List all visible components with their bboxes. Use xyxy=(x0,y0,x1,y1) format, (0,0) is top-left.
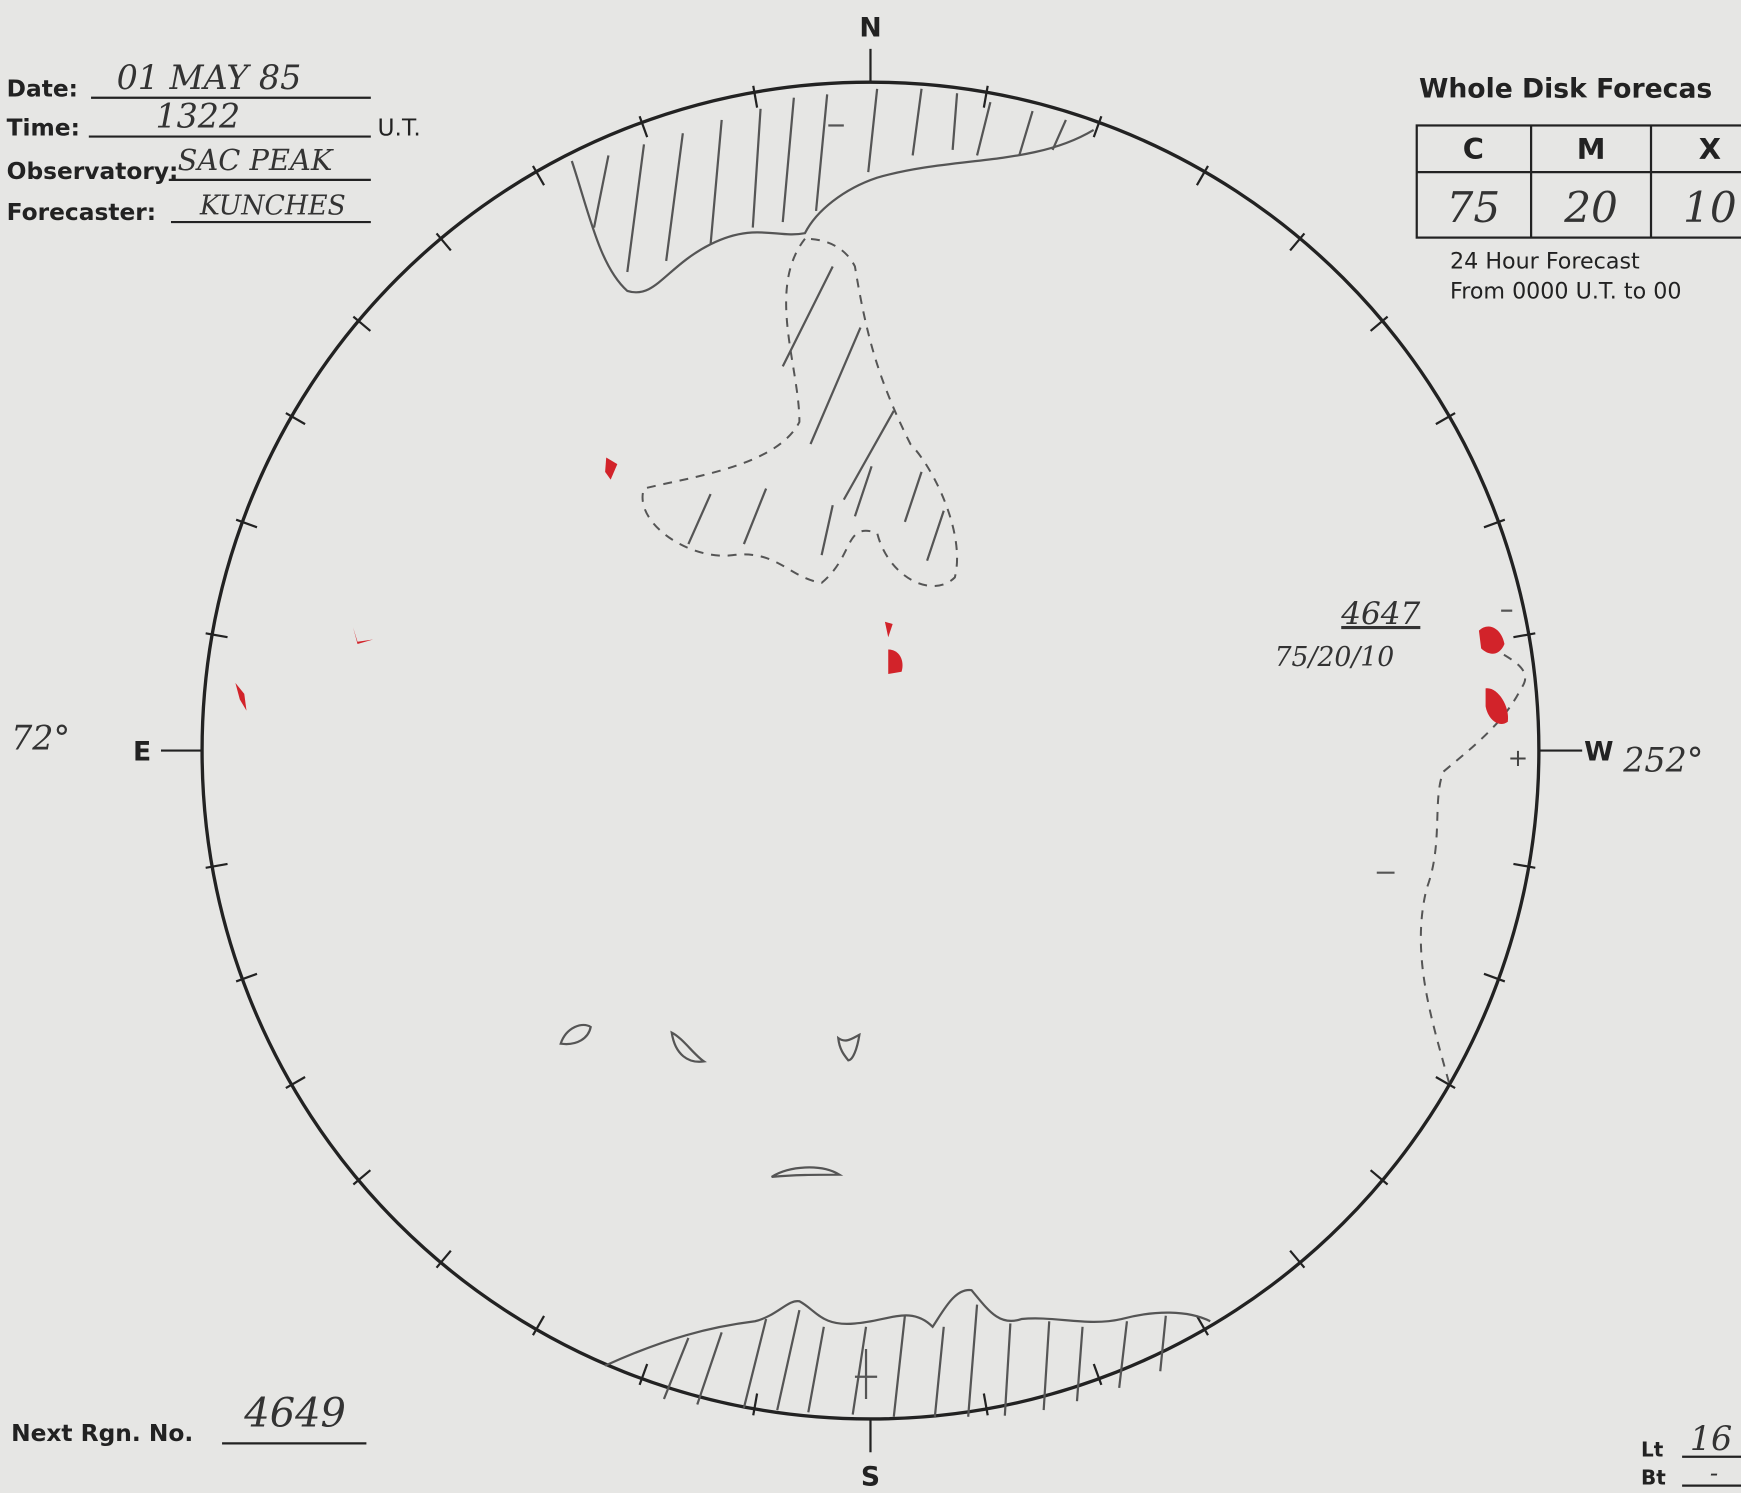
disk-tick xyxy=(753,86,757,108)
table-value: 75 xyxy=(1447,183,1501,232)
bt-label: Bt xyxy=(1641,1465,1666,1489)
time-label: Time: xyxy=(7,114,80,141)
south-label: S xyxy=(861,1462,880,1493)
observatory-value: SAC PEAK xyxy=(178,143,334,177)
disk-tick xyxy=(984,86,988,108)
time-unit: U.T. xyxy=(378,114,421,141)
table-header: M xyxy=(1577,132,1606,166)
north-label: N xyxy=(859,13,881,44)
east-label: E xyxy=(133,737,151,768)
disk-tick xyxy=(206,864,228,868)
disk-tick xyxy=(1513,864,1535,868)
coronal-hole-boundary xyxy=(643,239,958,586)
bt-value: - xyxy=(1710,1458,1718,1487)
west-longitude: 252° xyxy=(1622,741,1703,780)
forecast-note: From 0000 U.T. to 00 xyxy=(1450,279,1681,305)
date-value: 01 MAY 85 xyxy=(117,58,302,97)
forecaster-value: KUNCHES xyxy=(199,190,346,221)
disk-tick xyxy=(1513,633,1535,637)
next-region-label: Next Rgn. No. xyxy=(11,1420,193,1447)
region-number: 4647 xyxy=(1340,596,1420,632)
time-value: 1322 xyxy=(155,97,240,136)
observatory-label: Observatory: xyxy=(7,158,179,185)
table-value: 20 xyxy=(1563,183,1618,232)
polarity: + xyxy=(1508,743,1528,772)
filament xyxy=(1421,644,1525,1083)
forecaster-label: Forecaster: xyxy=(7,199,156,226)
date-label: Date: xyxy=(7,76,78,103)
table-value: 10 xyxy=(1683,183,1737,232)
disk-tick xyxy=(984,1394,988,1416)
table-header: C xyxy=(1463,132,1484,166)
chart-sheet: Date: 01 MAY 85 Time: 1322 U.T. Observat… xyxy=(0,0,1741,1493)
west-label: W xyxy=(1584,737,1613,768)
disk-tick xyxy=(753,1394,757,1416)
sunspot xyxy=(561,1025,860,1177)
plage xyxy=(235,457,1508,724)
region-probabilities: 75/20/10 xyxy=(1275,642,1395,673)
solar-disk xyxy=(202,82,1539,1419)
lt-value: 16 xyxy=(1690,1419,1732,1458)
coronal-hole xyxy=(605,1290,1210,1366)
forecast-note: 24 Hour Forecast xyxy=(1450,249,1640,275)
lt-label: Lt xyxy=(1641,1438,1664,1462)
disk-tick xyxy=(206,633,228,637)
forecast-title: Whole Disk Forecas xyxy=(1419,74,1712,105)
next-region-value: 4649 xyxy=(243,1391,346,1437)
east-longitude: 72° xyxy=(11,718,70,757)
table-header: X xyxy=(1699,132,1721,166)
